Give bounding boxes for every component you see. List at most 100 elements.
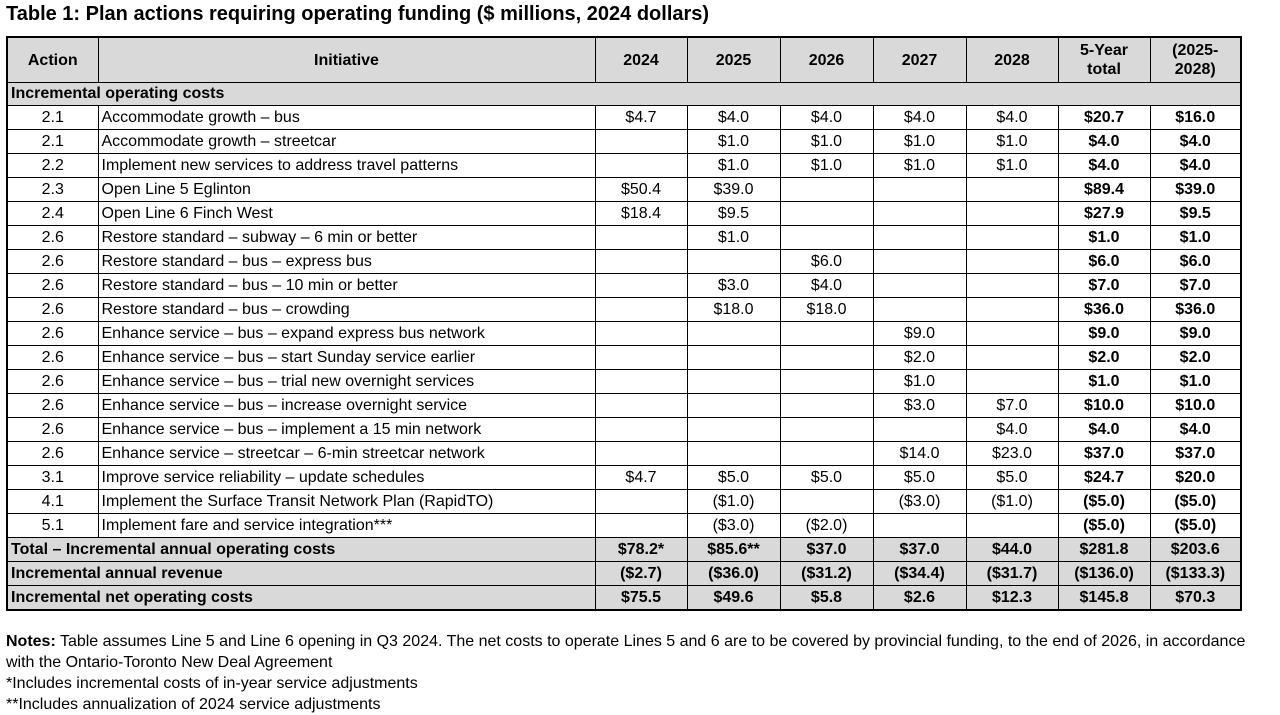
value-cell-2028: $5.0	[965, 465, 1059, 490]
notes-text: Table assumes Line 5 and Line 6 opening …	[6, 633, 1246, 671]
value-cell-2027	[872, 417, 967, 442]
range-total-cell: $20.0	[1149, 465, 1242, 490]
initiative-cell: Accommodate growth – bus	[97, 105, 596, 130]
value-cell-2024: $50.4	[594, 177, 688, 202]
five-year-total-cell: $10.0	[1057, 393, 1151, 418]
five-year-total-cell: ($5.0)	[1057, 489, 1151, 514]
value-cell-2024	[594, 321, 688, 346]
five-year-total-cell: $20.7	[1057, 105, 1151, 130]
value-cell-2025	[686, 249, 781, 274]
range-total-cell: $37.0	[1149, 441, 1242, 466]
initiative-cell: Implement new services to address travel…	[97, 153, 596, 178]
summary-label: Incremental net operating costs	[6, 585, 596, 611]
summary-row: Incremental annual revenue ($2.7) ($36.0)(…	[6, 561, 1242, 586]
range-total-cell: $4.0	[1149, 417, 1242, 442]
action-cell: 2.1	[6, 105, 99, 130]
value-cell-2024	[594, 441, 688, 466]
table-row: 2.2 Implement new services to address tra…	[6, 153, 1242, 178]
range-total-cell: $39.0	[1149, 177, 1242, 202]
value-cell-2024	[594, 345, 688, 370]
summary-row: Total – Incremental annual operating cos…	[6, 537, 1242, 562]
initiative-cell: Improve service reliability – update sch…	[97, 465, 596, 490]
value-cell-2026	[779, 321, 874, 346]
initiative-cell: Implement the Surface Transit Network Pl…	[97, 489, 596, 514]
value-cell-2028	[965, 201, 1059, 226]
action-cell: 5.1	[6, 513, 99, 538]
value-cell-2026: $6.0	[779, 249, 874, 274]
action-cell: 2.6	[6, 273, 99, 298]
table-row: 2.6 Enhance service – bus – increase over…	[6, 393, 1242, 418]
summary-value-2027: $37.0	[872, 537, 967, 562]
value-cell-2026: $5.0	[779, 465, 874, 490]
table-row: 2.1 Accommodate growth – bus $4.7 $4.0 $4.0 $…	[6, 105, 1242, 130]
value-cell-2027: $4.0	[872, 105, 967, 130]
value-cell-2026	[779, 393, 874, 418]
five-year-total-cell: $9.0	[1057, 321, 1151, 346]
value-cell-2028: $1.0	[965, 129, 1059, 154]
table-row: 2.6 Restore standard – subway – 6 min or …	[6, 225, 1242, 250]
funding-table: Action Initiative 2024 2025 2026 2027 20…	[6, 36, 1242, 611]
five-year-total-cell: $1.0	[1057, 225, 1151, 250]
value-cell-2026: $18.0	[779, 297, 874, 322]
value-cell-2028	[965, 273, 1059, 298]
range-total-cell: $1.0	[1149, 225, 1242, 250]
value-cell-2028: $4.0	[965, 105, 1059, 130]
table-row: 2.6 Enhance service – bus – implement a 1…	[6, 417, 1242, 442]
value-cell-2025: $39.0	[686, 177, 781, 202]
action-cell: 2.6	[6, 417, 99, 442]
initiative-cell: Enhance service – bus – trial new overni…	[97, 369, 596, 394]
value-cell-2027: $9.0	[872, 321, 967, 346]
value-cell-2027: $5.0	[872, 465, 967, 490]
value-cell-2025: ($1.0)	[686, 489, 781, 514]
value-cell-2028	[965, 345, 1059, 370]
table-row: 2.6 Enhance service – streetcar – 6-min s…	[6, 441, 1242, 466]
value-cell-2027	[872, 273, 967, 298]
summary-value-2026: $5.8	[779, 585, 874, 611]
value-cell-2028	[965, 297, 1059, 322]
initiative-cell: Open Line 5 Eglinton	[97, 177, 596, 202]
five-year-total-cell: $27.9	[1057, 201, 1151, 226]
range-total-cell: $10.0	[1149, 393, 1242, 418]
value-cell-2028	[965, 321, 1059, 346]
value-cell-2027	[872, 201, 967, 226]
range-total-cell: $36.0	[1149, 297, 1242, 322]
summary-label: Incremental annual revenue	[6, 561, 596, 586]
value-cell-2024	[594, 273, 688, 298]
value-cell-2024	[594, 129, 688, 154]
value-cell-2025: $18.0	[686, 297, 781, 322]
summary-value-2028: $12.3	[965, 585, 1059, 611]
five-year-total-cell: $7.0	[1057, 273, 1151, 298]
initiative-cell: Enhance service – streetcar – 6-min stre…	[97, 441, 596, 466]
range-total-cell: $9.0	[1149, 321, 1242, 346]
table-row: 2.4 Open Line 6 Finch West $18.4 $9.5 $27.9 $…	[6, 201, 1242, 226]
value-cell-2028	[965, 513, 1059, 538]
value-cell-2027	[872, 249, 967, 274]
five-year-total-cell: $4.0	[1057, 153, 1151, 178]
header-2024: 2024	[594, 36, 688, 83]
summary-value-2024: $75.5	[594, 585, 688, 611]
range-total-cell: $4.0	[1149, 129, 1242, 154]
value-cell-2025: $3.0	[686, 273, 781, 298]
initiative-cell: Accommodate growth – streetcar	[97, 129, 596, 154]
summary-value-total: $281.8	[1057, 537, 1151, 562]
value-cell-2025: $4.0	[686, 105, 781, 130]
notes: Notes: Table assumes Line 5 and Line 6 o…	[6, 631, 1256, 715]
value-cell-2026	[779, 225, 874, 250]
header-initiative: Initiative	[97, 36, 596, 83]
value-cell-2028	[965, 177, 1059, 202]
value-cell-2028: $4.0	[965, 417, 1059, 442]
summary-value-2024: $78.2*	[594, 537, 688, 562]
value-cell-2027: $3.0	[872, 393, 967, 418]
summary-value-2025: ($36.0)	[686, 561, 781, 586]
action-cell: 2.1	[6, 129, 99, 154]
value-cell-2028: $7.0	[965, 393, 1059, 418]
value-cell-2027: $1.0	[872, 153, 967, 178]
summary-value-range: $70.3	[1149, 585, 1242, 611]
summary-row: Incremental net operating costs $75.5 $49.…	[6, 585, 1242, 611]
initiative-cell: Enhance service – bus – start Sunday ser…	[97, 345, 596, 370]
summary-value-2028: ($31.7)	[965, 561, 1059, 586]
table-row: 3.1 Improve service reliability – update …	[6, 465, 1242, 490]
value-cell-2024	[594, 297, 688, 322]
header-2025-2028: (2025- 2028)	[1149, 36, 1242, 83]
value-cell-2024	[594, 489, 688, 514]
